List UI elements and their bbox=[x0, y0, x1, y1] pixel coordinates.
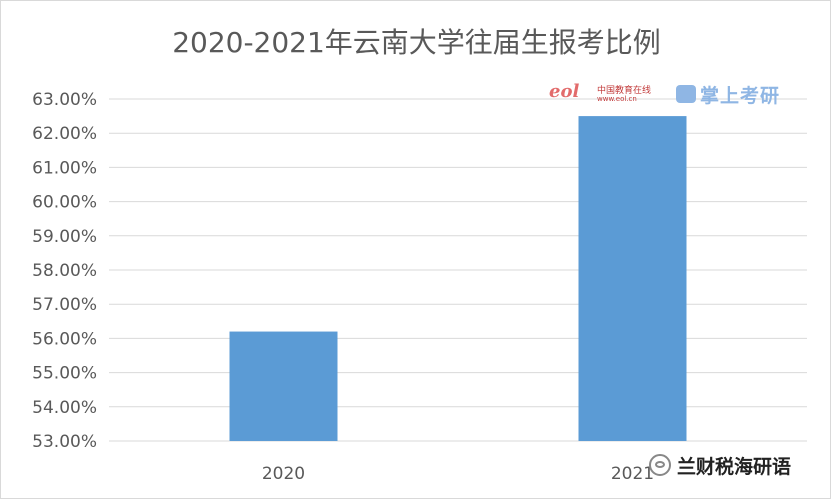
source-tag-text: 兰财税海研语 bbox=[677, 455, 792, 478]
wechat-icon bbox=[649, 454, 671, 476]
y-axis-tick-labels: 53.00% 54.00% 55.00% 56.00% 57.00% 58.00% 59.0… bbox=[32, 90, 97, 452]
eol-watermark-text: 中国教育在线 bbox=[597, 86, 652, 96]
y-tick-label: 61.00% bbox=[32, 158, 97, 178]
x-tick-label: 2021 bbox=[611, 464, 654, 484]
chart-title: 2020-2021年云南大学往届生报考比例 bbox=[172, 26, 661, 59]
eol-watermark: eol 中国教育在线 www.eol.cn bbox=[549, 81, 651, 107]
x-tick-label: 2020 bbox=[262, 464, 305, 484]
y-tick-label: 54.00% bbox=[32, 398, 97, 418]
y-tick-label: 58.00% bbox=[32, 261, 97, 281]
y-tick-label: 60.00% bbox=[32, 193, 97, 213]
kaoyan-logo-icon bbox=[676, 85, 696, 103]
y-tick-label: 59.00% bbox=[32, 227, 97, 247]
kaoyan-watermark: 掌上考研 bbox=[676, 81, 780, 107]
bar-2021 bbox=[578, 116, 687, 441]
y-tick-label: 55.00% bbox=[32, 364, 97, 384]
source-tag: 兰财税海研语 bbox=[649, 445, 829, 485]
gridlines bbox=[109, 98, 807, 442]
kaoyan-watermark-text: 掌上考研 bbox=[700, 84, 781, 107]
y-tick-label: 62.00% bbox=[32, 124, 97, 144]
y-tick-label: 63.00% bbox=[32, 90, 97, 110]
bars bbox=[229, 116, 687, 441]
x-axis-tick-labels: 2020 2021 bbox=[262, 464, 654, 484]
y-tick-label: 56.00% bbox=[32, 329, 97, 349]
y-tick-label: 57.00% bbox=[32, 295, 97, 315]
eol-watermark-url: www.eol.cn bbox=[597, 95, 637, 103]
bar-2020 bbox=[229, 331, 338, 441]
eol-logo-icon: eol bbox=[549, 81, 580, 102]
y-tick-label: 53.00% bbox=[32, 432, 97, 452]
